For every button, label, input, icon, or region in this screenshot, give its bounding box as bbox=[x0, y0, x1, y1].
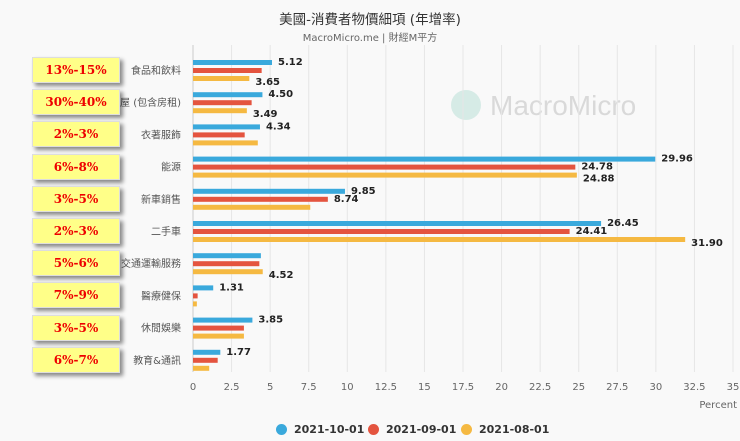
annotation-tag: 6%-7% bbox=[32, 346, 120, 373]
bar bbox=[193, 172, 577, 178]
x-tick-label: 2.5 bbox=[224, 382, 240, 393]
annotation-tag: 6%-8% bbox=[32, 153, 120, 180]
annotation-tag: 3%-5% bbox=[32, 185, 120, 212]
legend-item[interactable]: 2021-10-01 bbox=[276, 423, 364, 436]
bar bbox=[193, 285, 214, 291]
legend-item[interactable]: 2021-08-01 bbox=[461, 423, 549, 436]
bar bbox=[193, 261, 260, 267]
legend-label: 2021-10-01 bbox=[294, 423, 365, 436]
bar bbox=[193, 325, 244, 331]
bar bbox=[193, 164, 576, 170]
category-label: 能源 bbox=[161, 161, 181, 174]
x-tick-label: 5 bbox=[267, 382, 273, 393]
annotation-tag: 7%-9% bbox=[32, 282, 120, 309]
bar bbox=[193, 269, 263, 275]
annotation-tag: 30%-40% bbox=[32, 89, 120, 116]
data-label: 3.65 bbox=[255, 77, 280, 88]
category-label: 二手車 bbox=[151, 225, 181, 238]
bar bbox=[193, 156, 656, 162]
bar bbox=[193, 92, 263, 98]
data-label: 5.12 bbox=[278, 57, 303, 68]
legend-marker-icon bbox=[368, 424, 379, 435]
bar bbox=[193, 108, 247, 114]
x-tick-label: 30 bbox=[649, 382, 662, 393]
x-tick-label: 12.5 bbox=[375, 382, 397, 393]
bar bbox=[193, 349, 221, 355]
bar bbox=[193, 229, 570, 234]
legend-item[interactable]: 2021-09-01 bbox=[368, 423, 456, 436]
x-tick-label: 7.5 bbox=[301, 382, 317, 393]
x-tick-label: 32.5 bbox=[683, 382, 705, 393]
bar bbox=[193, 221, 602, 226]
bar bbox=[193, 124, 260, 130]
category-label: 新車銷售 bbox=[141, 193, 181, 206]
bar bbox=[193, 365, 210, 371]
data-label: 9.85 bbox=[351, 186, 376, 197]
annotation-tag: 3%-5% bbox=[32, 314, 120, 341]
bar bbox=[193, 253, 261, 259]
bar bbox=[193, 60, 272, 65]
data-label: 8.74 bbox=[334, 194, 359, 205]
data-label: 31.90 bbox=[691, 238, 723, 249]
bar bbox=[193, 140, 258, 146]
legend-label: 2021-08-01 bbox=[479, 423, 550, 436]
bar bbox=[193, 76, 250, 81]
category-label: 休閒娛樂 bbox=[141, 322, 181, 335]
data-label: 3.85 bbox=[258, 315, 283, 326]
data-label: 3.49 bbox=[253, 109, 278, 120]
bar bbox=[193, 132, 245, 138]
bar bbox=[193, 100, 252, 106]
category-label: 食品和飲料 bbox=[131, 64, 181, 77]
data-label: 24.88 bbox=[583, 174, 615, 185]
legend-marker-icon bbox=[276, 424, 287, 435]
bar bbox=[193, 293, 198, 299]
x-tick-label: 27.5 bbox=[606, 382, 628, 393]
category-label: 交通運輸服務 bbox=[121, 257, 181, 270]
data-label: 1.31 bbox=[219, 282, 244, 293]
x-tick-label: 22.5 bbox=[529, 382, 551, 393]
data-label: 26.45 bbox=[607, 218, 639, 229]
data-label: 4.50 bbox=[268, 89, 293, 100]
svg-text:MacroMicro: MacroMicro bbox=[490, 90, 636, 121]
x-tick-label: 25 bbox=[572, 382, 585, 393]
category-label: 房屋 (包含房租) bbox=[110, 96, 181, 109]
bar bbox=[193, 196, 328, 202]
annotation-tag: 5%-6% bbox=[32, 250, 120, 277]
data-label: 24.78 bbox=[581, 162, 613, 173]
x-tick-label: 20 bbox=[495, 382, 508, 393]
x-tick-label: 0 bbox=[190, 382, 196, 393]
legend-label: 2021-09-01 bbox=[386, 423, 457, 436]
legend-marker-icon bbox=[461, 424, 472, 435]
data-label: 29.96 bbox=[661, 154, 693, 165]
data-label: 4.34 bbox=[266, 121, 291, 132]
x-tick-label: 10 bbox=[341, 382, 354, 393]
chart-title: 美國-消費者物價細項 (年增率) bbox=[279, 12, 461, 28]
data-label: 4.52 bbox=[269, 270, 294, 281]
bar bbox=[193, 357, 218, 363]
category-label: 教育&通訊 bbox=[133, 354, 181, 367]
bar bbox=[193, 301, 197, 307]
data-label: 24.41 bbox=[576, 226, 608, 237]
x-axis-label: Percent bbox=[699, 400, 737, 411]
x-tick-label: 15 bbox=[418, 382, 431, 393]
bar bbox=[193, 204, 311, 210]
annotation-tag: 13%-15% bbox=[32, 57, 120, 83]
bar bbox=[193, 237, 686, 242]
bar bbox=[193, 68, 262, 73]
bar bbox=[193, 188, 345, 194]
watermark-logo: MacroMicro bbox=[451, 90, 636, 121]
annotation-tag: 2%-3% bbox=[32, 218, 120, 244]
bar bbox=[193, 333, 244, 339]
chart-subtitle: MacroMicro.me | 財經M平方 bbox=[302, 33, 438, 44]
x-tick-label: 35 bbox=[727, 382, 740, 393]
bar bbox=[193, 317, 253, 323]
x-tick-label: 17.5 bbox=[452, 382, 474, 393]
annotation-tag: 2%-3% bbox=[32, 121, 120, 148]
category-label: 醫療健保 bbox=[141, 289, 181, 302]
category-label: 衣著服飾 bbox=[141, 128, 181, 141]
data-label: 1.77 bbox=[226, 347, 251, 358]
